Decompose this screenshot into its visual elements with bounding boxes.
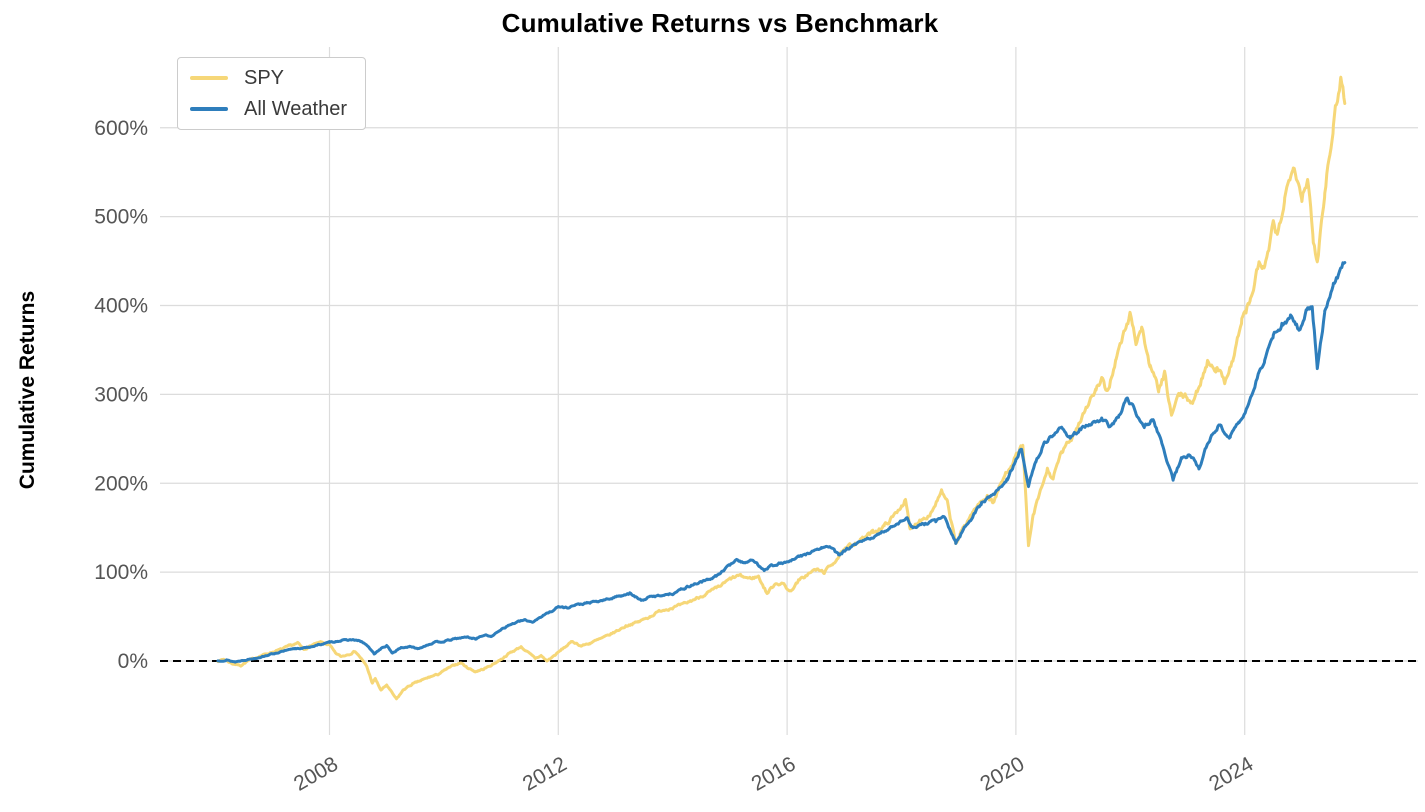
y-tick-label: 500% [94, 206, 148, 229]
series-line-spy [216, 75, 1347, 701]
y-tick-label: 300% [94, 383, 148, 406]
y-tick-label: 100% [94, 561, 148, 584]
series-line-all-weather [216, 261, 1347, 664]
x-tick-label: 2024 [1205, 752, 1257, 795]
x-tick-label: 2020 [976, 752, 1028, 795]
legend-item-spy: SPY [190, 68, 347, 88]
legend-label-all-weather: All Weather [244, 98, 348, 120]
y-axis-label: Cumulative Returns [16, 290, 39, 490]
x-tick-label: 2012 [519, 752, 571, 795]
legend: SPY All Weather [177, 57, 367, 130]
all-weather-line-swatch [190, 107, 228, 111]
legend-label-spy: SPY [244, 67, 285, 89]
spy-line-swatch [190, 76, 228, 80]
y-tick-label: 0% [118, 650, 148, 673]
x-tick-label: 2016 [748, 752, 800, 795]
y-tick-label: 200% [94, 472, 148, 495]
chart-title: Cumulative Returns vs Benchmark [501, 8, 939, 38]
x-tick-label: 2008 [290, 752, 342, 795]
y-tick-label: 600% [94, 117, 148, 140]
legend-item-all-weather: All Weather [190, 99, 347, 119]
y-tick-label: 400% [94, 295, 148, 318]
